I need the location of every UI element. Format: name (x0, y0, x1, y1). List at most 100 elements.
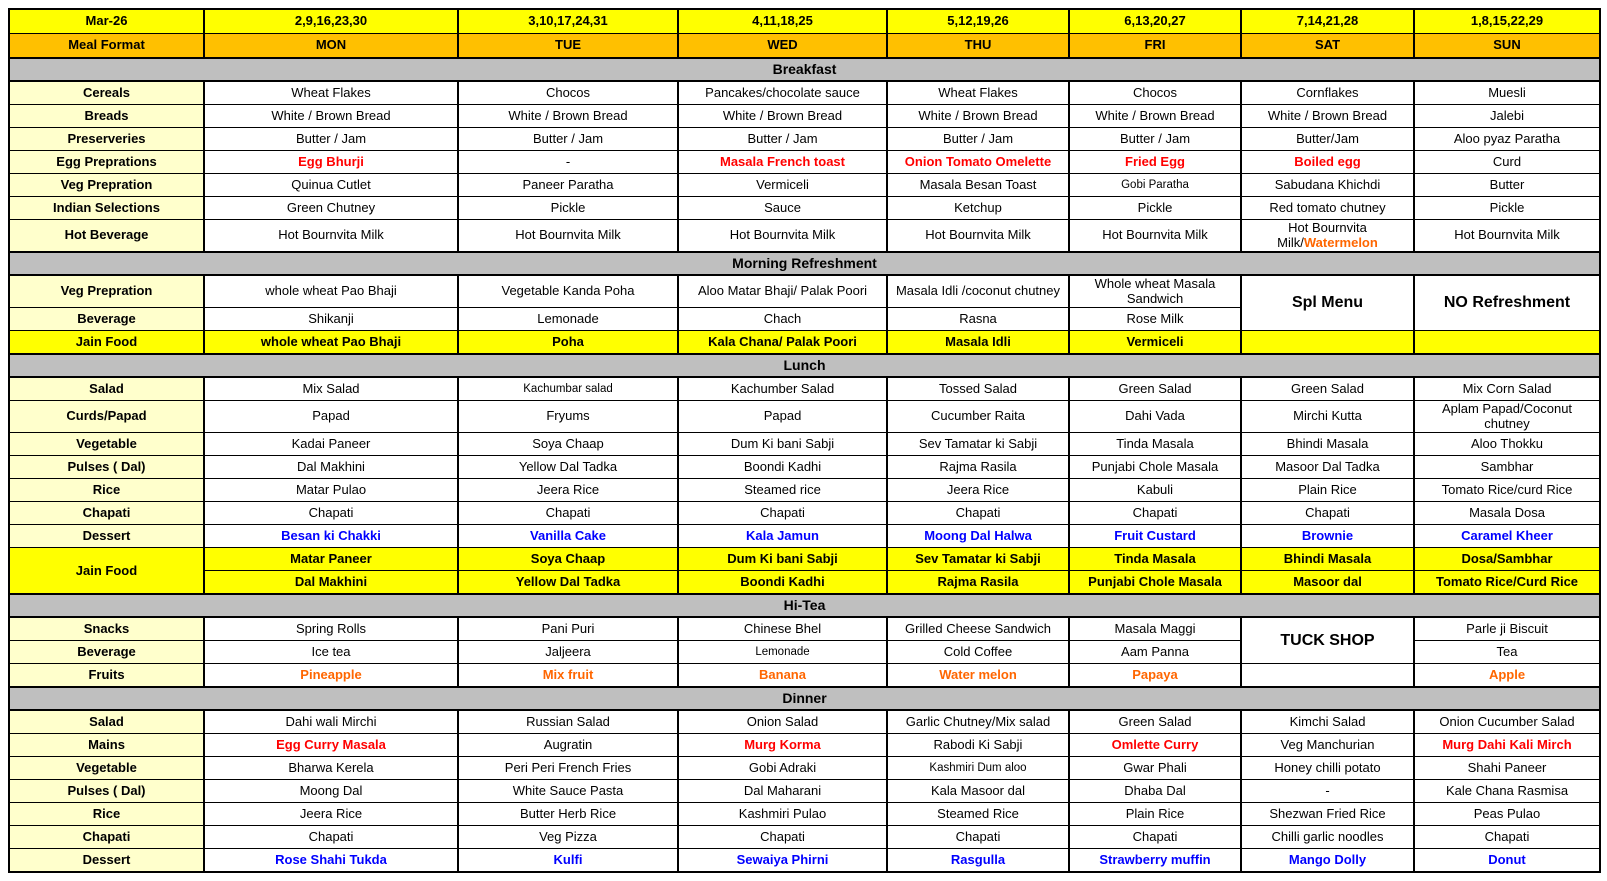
menu-cell: Chapati (1068, 825, 1242, 850)
menu-cell: White / Brown Bread (886, 104, 1070, 128)
menu-cell: Green Salad (1068, 376, 1242, 402)
menu-row: Egg Preprations Egg Bhurji - Masala French … (8, 150, 1601, 174)
menu-cell: White Sauce Pasta (457, 779, 679, 804)
menu-cell: Spring Rolls (203, 616, 459, 642)
menu-cell: Chapati (677, 501, 888, 526)
menu-cell: Ketchup (886, 196, 1070, 220)
menu-cell: Chapati (457, 501, 679, 526)
menu-cell: Omlette Curry (1068, 733, 1242, 758)
section-band-row: Dinner (8, 686, 1601, 712)
menu-cell: Wheat Flakes (886, 80, 1070, 105)
menu-cell: Besan ki Chakki (203, 524, 459, 549)
menu-cell: Curd (1413, 150, 1601, 174)
menu-cell: Gobi Paratha (1068, 173, 1242, 197)
section-title-morning-refreshment: Morning Refreshment (8, 251, 1601, 277)
menu-row: Veg Prepration whole wheat Pao Bhaji Veget… (8, 274, 1601, 332)
row-label-vegetable: Vegetable (8, 432, 205, 457)
meal-menu-table: Mar-26 2,9,16,23,30 3,10,17,24,31 4,11,1… (8, 8, 1601, 874)
row-label-preserveries: Preserveries (8, 127, 205, 151)
date-cell: 1,8,15,22,29 (1413, 8, 1601, 34)
menu-cell: Yellow Dal Tadka (457, 455, 679, 480)
menu-cell: Onion Salad (677, 709, 888, 735)
menu-row: Chapati Chapati Veg Pizza Chapati Chapati Cha… (8, 825, 1601, 850)
menu-cell: Grilled Cheese Sandwich (886, 616, 1070, 642)
menu-cell: Boondi Kadhi (677, 455, 888, 480)
row-label-salad: Salad (8, 709, 205, 735)
menu-cell: Spl Menu (1240, 274, 1415, 332)
row-label-breads: Breads (8, 104, 205, 128)
menu-cell: Apple (1413, 663, 1601, 688)
row-label-snacks: Snacks (8, 616, 205, 642)
menu-cell: Rose Milk (1068, 307, 1242, 332)
row-label-jain-food: Jain Food (8, 330, 205, 355)
menu-cell: Pineapple (203, 663, 459, 688)
menu-cell: Hot Bournvita Milk/Watermelon (1240, 219, 1415, 253)
menu-cell: Murg Korma (677, 733, 888, 758)
menu-row: Mains Egg Curry Masala Augratin Murg Korma R… (8, 733, 1601, 758)
menu-row: Rice Matar Pulao Jeera Rice Steamed rice Jee… (8, 478, 1601, 503)
menu-cell: Hot Bournvita Milk (1068, 219, 1242, 253)
menu-cell: Pickle (1413, 196, 1601, 220)
day-header-fri: FRI (1068, 33, 1242, 59)
menu-cell: Butter Herb Rice (457, 802, 679, 827)
menu-cell: Fried Egg (1068, 150, 1242, 174)
menu-cell: Punjabi Chole Masala (1068, 455, 1242, 480)
menu-cell: Chach (677, 307, 888, 332)
menu-cell: Aloo pyaz Paratha (1413, 127, 1601, 151)
menu-cell: Tea (1413, 640, 1601, 665)
menu-cell: Papad (203, 400, 459, 434)
row-label-dessert: Dessert (8, 848, 205, 873)
menu-cell: White / Brown Bread (1240, 104, 1415, 128)
menu-row: Dal Makhini Yellow Dal Tadka Boondi Kadhi R… (9, 570, 1601, 595)
menu-cell: Murg Dahi Kali Mirch (1413, 733, 1601, 758)
menu-cell: Matar Paneer (203, 547, 459, 572)
menu-cell: Bharwa Kerela (203, 756, 459, 781)
menu-cell: Red tomato chutney (1240, 196, 1415, 220)
menu-cell: Rabodi Ki Sabji (886, 733, 1070, 758)
menu-cell: Vermiceli (677, 173, 888, 197)
menu-cell: Kabuli (1068, 478, 1242, 503)
menu-cell: Donut (1413, 848, 1601, 873)
menu-cell: Egg Curry Masala (203, 733, 459, 758)
menu-cell: Cucumber Raita (886, 400, 1070, 434)
menu-cell: NO Refreshment (1413, 274, 1601, 332)
menu-cell: Caramel Kheer (1413, 524, 1601, 549)
menu-cell: Butter (1413, 173, 1601, 197)
day-header-mon: MON (203, 33, 459, 59)
menu-cell: Jeera Rice (886, 478, 1070, 503)
menu-cell: Masala Besan Toast (886, 173, 1070, 197)
menu-cell (1240, 663, 1415, 688)
menu-cell: Kadai Paneer (203, 432, 459, 457)
menu-row: Curds/Papad Papad Fryums Papad Cucumber Rait… (8, 400, 1601, 434)
menu-row: Chapati Chapati Chapati Chapati Chapati Chapa… (8, 501, 1601, 526)
menu-cell: Hot Bournvita Milk (1413, 219, 1601, 253)
section-title-hi-tea: Hi-Tea (8, 593, 1601, 619)
menu-cell: Rose Shahi Tukda (203, 848, 459, 873)
menu-cell: Mix Corn Salad (1413, 376, 1601, 402)
menu-row: Dessert Besan ki Chakki Vanilla Cake Kala J… (8, 524, 1601, 549)
menu-cell: Dal Maharani (677, 779, 888, 804)
menu-cell: Masala Maggi (1068, 616, 1242, 642)
menu-cell: - (457, 150, 679, 174)
menu-cell: Shikanji (203, 307, 459, 332)
menu-cell: Paneer Paratha (457, 173, 679, 197)
menu-cell: Hot Bournvita Milk (677, 219, 888, 253)
menu-cell: Hot Bournvita Milk (457, 219, 679, 253)
menu-cell: Chapati (1413, 825, 1601, 850)
menu-cell: TUCK SHOP (1240, 616, 1415, 665)
menu-cell: Poha (457, 330, 679, 355)
menu-cell: Plain Rice (1240, 478, 1415, 503)
menu-row: Vegetable Kadai Paneer Soya Chaap Dum Ki ba… (8, 432, 1601, 457)
menu-cell: Tomato Rice/curd Rice (1413, 478, 1601, 503)
menu-cell: Dum Ki bani Sabji (677, 547, 888, 572)
menu-cell: Dum Ki bani Sabji (677, 432, 888, 457)
menu-row: Jain Food whole wheat Pao Bhaji Poha Kala C… (8, 330, 1601, 355)
menu-cell: Mango Dolly (1240, 848, 1415, 873)
menu-cell: Veg Manchurian (1240, 733, 1415, 758)
menu-cell: Mix Salad (203, 376, 459, 402)
menu-page: { "colors": { "header_yellow": "#FFFF00"… (8, 8, 1601, 874)
menu-cell: Dahi wali Mirchi (203, 709, 459, 735)
menu-cell: whole wheat Pao Bhaji (203, 274, 459, 309)
menu-cell: Onion Tomato Omelette (886, 150, 1070, 174)
menu-cell: Cornflakes (1240, 80, 1415, 105)
